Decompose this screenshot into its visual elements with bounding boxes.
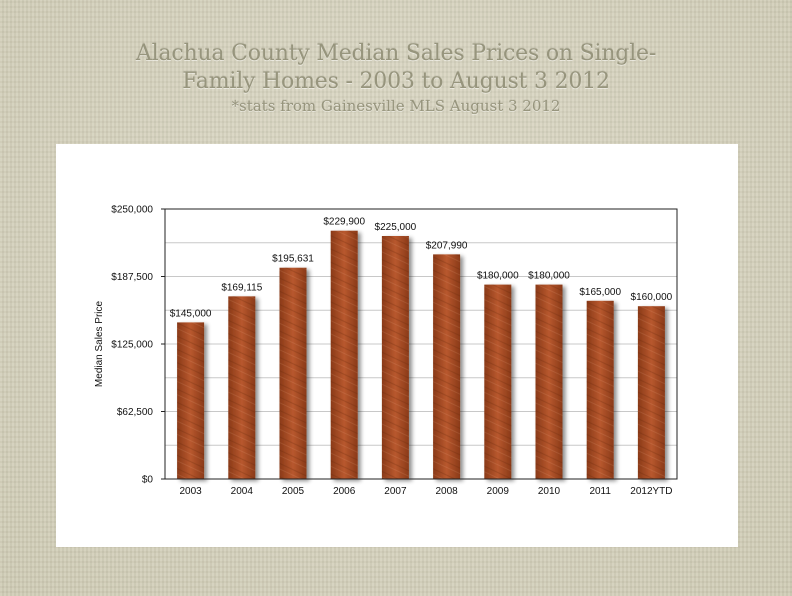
x-tick-label: 2012YTD bbox=[630, 486, 672, 497]
bar-2010 bbox=[535, 284, 563, 479]
bar-2004 bbox=[228, 296, 256, 479]
chart-title-block: Alachua County Median Sales Prices on Si… bbox=[0, 40, 792, 116]
chart-title-line-2: Family Homes - 2003 to August 3 2012 bbox=[182, 69, 610, 94]
chart-panel: $145,000 $169,115 $195,631 $229,900 $225,000… bbox=[56, 144, 738, 547]
bar-chart: $145,000 $169,115 $195,631 $229,900 $225,000… bbox=[94, 205, 678, 497]
y-tick-label: $187,500 bbox=[111, 272, 153, 283]
bar-2012YTD bbox=[637, 306, 665, 479]
bar-2009 bbox=[484, 284, 512, 479]
chart-subtitle: *stats from Gainesville MLS August 3 201… bbox=[231, 97, 561, 115]
x-tick-label: 2005 bbox=[282, 486, 305, 497]
y-axis-label: Median Sales Price bbox=[94, 300, 105, 387]
bar-texture bbox=[381, 236, 409, 479]
bar-texture bbox=[637, 306, 665, 479]
value-label: $165,000 bbox=[579, 287, 621, 298]
value-label: $145,000 bbox=[170, 308, 212, 319]
chart-title-line-1: Alachua County Median Sales Prices on Si… bbox=[135, 41, 657, 66]
value-label: $207,990 bbox=[426, 240, 468, 251]
x-tick-label: 2010 bbox=[538, 486, 561, 497]
bar-texture bbox=[433, 254, 461, 479]
bar-2007 bbox=[381, 236, 409, 479]
y-tick-label: $62,500 bbox=[117, 407, 154, 418]
x-tick-label: 2009 bbox=[487, 486, 510, 497]
bar-2006 bbox=[330, 230, 358, 479]
y-tick-label: $250,000 bbox=[111, 205, 153, 216]
value-label: $225,000 bbox=[375, 222, 417, 233]
bar-2005 bbox=[279, 267, 307, 479]
y-tick-label: $0 bbox=[142, 475, 154, 486]
x-tick-label: 2007 bbox=[384, 486, 407, 497]
bar-texture bbox=[535, 284, 563, 479]
bar-2003 bbox=[177, 322, 205, 479]
value-label: $229,900 bbox=[323, 217, 365, 228]
bar-texture bbox=[484, 284, 512, 479]
bars bbox=[177, 230, 665, 479]
value-label: $180,000 bbox=[528, 271, 570, 282]
value-label: $160,000 bbox=[631, 292, 673, 303]
x-axis-ticks: 2003 2004 2005 2006 2007 2008 2009 2010 2011 2012… bbox=[179, 486, 672, 497]
value-label: $180,000 bbox=[477, 271, 519, 282]
y-axis-ticks: $0 $62,500 $125,000 $187,500 $250,000 bbox=[111, 205, 165, 486]
x-tick-label: 2011 bbox=[589, 486, 611, 497]
value-label: $169,115 bbox=[221, 282, 262, 293]
bar-texture bbox=[279, 267, 307, 479]
x-tick-label: 2003 bbox=[179, 486, 202, 497]
value-label: $195,631 bbox=[272, 254, 314, 265]
bar-texture bbox=[228, 296, 256, 479]
x-tick-label: 2004 bbox=[231, 486, 254, 497]
x-tick-label: 2008 bbox=[435, 486, 458, 497]
bar-texture bbox=[586, 300, 614, 479]
x-tick-label: 2006 bbox=[333, 486, 356, 497]
bar-2008 bbox=[433, 254, 461, 479]
bar-2011 bbox=[586, 300, 614, 479]
value-labels: $145,000 $169,115 $195,631 $229,900 $225,000… bbox=[170, 217, 673, 320]
y-tick-label: $125,000 bbox=[111, 340, 153, 351]
bar-texture bbox=[330, 230, 358, 479]
bar-texture bbox=[177, 322, 205, 479]
